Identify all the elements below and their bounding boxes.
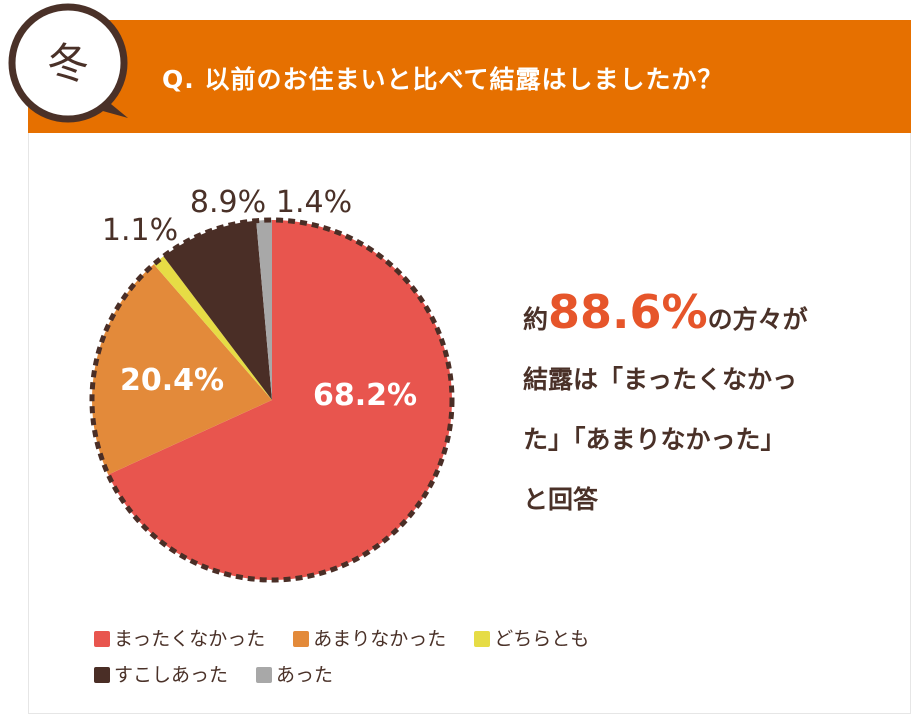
data-label-2: 20.4% [120, 363, 224, 398]
legend-swatch [256, 667, 273, 683]
legend-label: あった [276, 664, 334, 686]
pie-slice-2 [91, 264, 272, 475]
summary-text: 約88.6%の方々が 結露は「まったくなかっ た」「あまりなかった」 と回答 [523, 282, 808, 530]
question-title: Q. 以前のお住まいと比べて結露はしましたか？ [162, 65, 724, 94]
legend-swatch [474, 631, 491, 647]
legend-swatch [293, 631, 310, 647]
pie-slice-5 [256, 220, 272, 400]
data-label-3: 1.1% [102, 213, 178, 248]
legend-item: あまりなかった [293, 622, 446, 656]
header-bar [28, 20, 911, 133]
data-label-4: 8.9% [190, 185, 266, 220]
data-label-5: 1.4% [276, 185, 352, 220]
season-badge: 冬 [8, 3, 128, 123]
summary-line1: の方々が [707, 305, 808, 334]
summary-line3: た」「あまりなかった」 [523, 425, 786, 454]
summary-line2: 結露は「まったくなかっ [523, 365, 798, 394]
legend-item: あった [256, 658, 333, 692]
chart-legend: まったくなかった あまりなかった どちらともすこしあった あった [94, 622, 617, 694]
pie-slice-4 [163, 220, 272, 400]
pie-slice-1 [108, 220, 453, 580]
legend-label: すこしあった [114, 664, 229, 686]
legend-item: すこしあった [94, 658, 228, 692]
summary-prefix: 約 [523, 305, 549, 334]
season-badge-text: 冬 [47, 39, 89, 88]
pie-slice-3 [153, 256, 272, 400]
legend-label: どちらとも [494, 628, 590, 650]
legend-item: まったくなかった [94, 622, 265, 656]
legend-label: あまりなかった [313, 628, 447, 650]
data-label-1: 68.2% [313, 378, 417, 413]
legend-label: まったくなかった [114, 628, 266, 650]
pie-dashed-border [89, 217, 455, 583]
summary-highlight: 88.6% [548, 285, 708, 339]
legend-swatch [94, 667, 110, 683]
summary-line4: と回答 [523, 485, 599, 514]
legend-swatch [94, 631, 110, 647]
legend-item: どちらとも [474, 622, 589, 656]
